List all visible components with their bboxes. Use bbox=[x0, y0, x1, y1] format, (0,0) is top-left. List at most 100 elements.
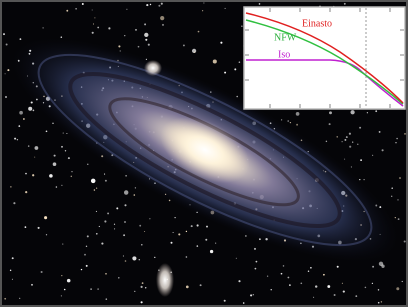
star bbox=[329, 111, 332, 114]
star bbox=[161, 3, 163, 5]
star bbox=[379, 131, 381, 133]
star bbox=[3, 33, 5, 35]
star bbox=[162, 24, 164, 26]
star bbox=[32, 174, 34, 176]
star bbox=[12, 257, 14, 259]
star bbox=[236, 258, 237, 259]
star bbox=[104, 174, 105, 175]
star bbox=[342, 283, 343, 284]
star bbox=[360, 159, 362, 161]
star bbox=[61, 295, 62, 296]
star bbox=[243, 302, 245, 304]
star bbox=[241, 25, 242, 26]
star bbox=[334, 294, 336, 296]
star bbox=[183, 44, 185, 46]
star bbox=[94, 17, 95, 18]
star bbox=[372, 155, 373, 156]
star bbox=[256, 261, 258, 263]
star bbox=[355, 295, 357, 297]
star bbox=[281, 119, 282, 120]
star bbox=[395, 217, 396, 218]
star bbox=[93, 23, 94, 24]
star bbox=[398, 218, 400, 220]
star bbox=[198, 31, 200, 33]
star bbox=[323, 274, 325, 276]
curve-label: Einasto bbox=[302, 18, 332, 29]
star bbox=[71, 171, 72, 172]
star bbox=[372, 283, 373, 284]
star bbox=[396, 287, 399, 290]
star bbox=[97, 288, 98, 289]
star bbox=[61, 275, 62, 276]
star bbox=[139, 225, 141, 227]
star bbox=[213, 59, 217, 63]
star bbox=[382, 149, 384, 151]
star bbox=[61, 36, 63, 38]
star bbox=[255, 268, 257, 270]
star bbox=[149, 218, 150, 219]
star bbox=[281, 273, 283, 275]
inset-plot: Einasto NFW Iso bbox=[244, 7, 405, 109]
star bbox=[381, 301, 382, 302]
star bbox=[49, 174, 53, 178]
star bbox=[367, 112, 368, 113]
star bbox=[391, 187, 393, 189]
star bbox=[87, 235, 89, 237]
star bbox=[239, 61, 241, 63]
star bbox=[141, 244, 143, 246]
star bbox=[391, 196, 392, 197]
star bbox=[20, 38, 22, 40]
star bbox=[38, 227, 40, 229]
star bbox=[96, 233, 98, 235]
star bbox=[267, 276, 268, 277]
star bbox=[84, 254, 86, 256]
star bbox=[33, 110, 35, 112]
star bbox=[395, 142, 396, 143]
star bbox=[86, 265, 88, 267]
star bbox=[329, 123, 331, 125]
star bbox=[61, 146, 63, 148]
star bbox=[123, 234, 125, 236]
star bbox=[23, 118, 25, 120]
star bbox=[310, 267, 312, 269]
star bbox=[375, 110, 377, 112]
star bbox=[174, 217, 175, 218]
star bbox=[63, 133, 64, 134]
star bbox=[4, 298, 6, 300]
star bbox=[99, 226, 100, 227]
star bbox=[118, 45, 120, 47]
star bbox=[96, 188, 97, 189]
star bbox=[234, 68, 236, 70]
star bbox=[133, 194, 135, 196]
star bbox=[296, 124, 298, 126]
star bbox=[125, 260, 127, 262]
star bbox=[42, 27, 43, 28]
star bbox=[158, 5, 160, 7]
star bbox=[124, 35, 125, 36]
star bbox=[41, 271, 43, 273]
satellite-galaxy bbox=[144, 60, 162, 76]
star bbox=[396, 138, 398, 140]
star bbox=[215, 243, 216, 244]
star bbox=[220, 42, 222, 44]
star bbox=[283, 265, 285, 267]
star bbox=[7, 69, 9, 71]
star bbox=[94, 189, 96, 191]
star bbox=[31, 284, 33, 286]
star bbox=[5, 73, 6, 74]
star bbox=[313, 297, 314, 298]
star bbox=[349, 133, 351, 135]
star bbox=[124, 190, 128, 194]
star bbox=[404, 240, 406, 242]
star bbox=[150, 4, 151, 5]
star bbox=[148, 44, 150, 46]
star bbox=[46, 130, 48, 132]
star bbox=[205, 239, 207, 241]
star bbox=[296, 112, 300, 116]
star bbox=[178, 233, 180, 235]
star bbox=[290, 122, 291, 123]
star bbox=[25, 226, 27, 228]
star bbox=[271, 289, 272, 290]
star bbox=[75, 8, 77, 10]
curve-label: NFW bbox=[274, 32, 297, 43]
